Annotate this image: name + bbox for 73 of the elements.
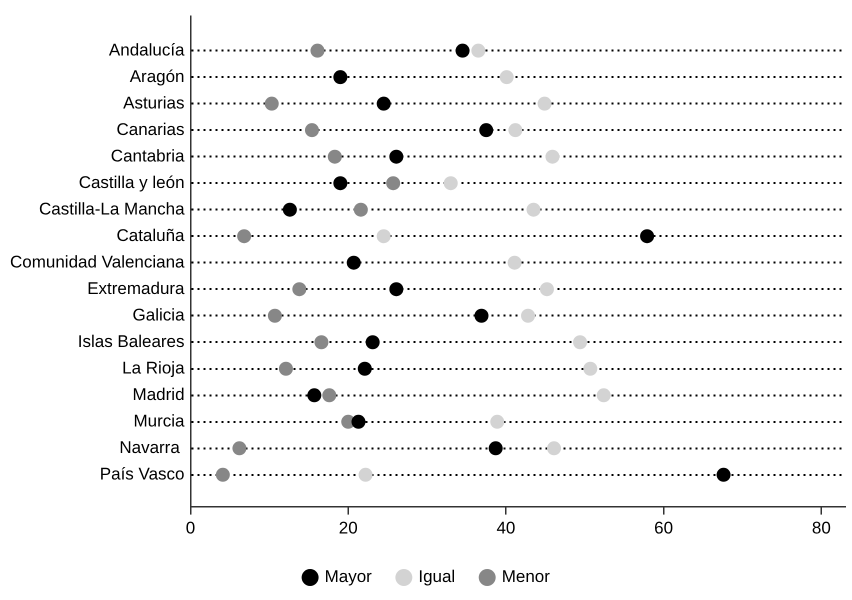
point <box>521 308 536 323</box>
point <box>488 441 503 456</box>
point <box>358 468 373 482</box>
point <box>456 44 470 58</box>
y-tick-label: Castilla-La Mancha <box>39 199 186 218</box>
y-tick-label: Andalucía <box>108 40 186 60</box>
point <box>333 176 348 190</box>
legend-label: Mayor <box>324 567 372 586</box>
y-tick-label: Madrid <box>132 384 185 404</box>
legend-label: Menor <box>502 567 550 586</box>
point <box>322 388 336 402</box>
point <box>508 256 522 270</box>
point <box>538 96 552 111</box>
point <box>583 362 598 376</box>
point <box>545 150 560 164</box>
point <box>508 123 522 138</box>
y-tick-label: Asturias <box>123 93 185 112</box>
point <box>573 335 588 350</box>
point <box>389 150 404 164</box>
point <box>282 202 297 217</box>
y-tick-label: Comunidad Valenciana <box>10 252 186 272</box>
y-tick-label: Canarias <box>116 120 185 139</box>
y-tick-label: Cantabria <box>110 146 186 166</box>
point <box>264 96 279 111</box>
point <box>232 441 246 456</box>
y-tick-label: País Vasco <box>100 464 185 484</box>
point <box>346 256 361 270</box>
point <box>358 362 372 376</box>
y-tick-label: Aragón <box>130 66 185 86</box>
y-tick-label: Cataluña <box>116 226 186 245</box>
y-tick-label: Murcia <box>134 411 186 430</box>
point <box>216 468 230 482</box>
point <box>328 150 342 164</box>
point <box>268 308 282 323</box>
y-tick-label: Galicia <box>132 305 186 324</box>
point <box>237 229 252 244</box>
point <box>547 441 562 456</box>
point <box>307 388 322 402</box>
point <box>333 70 348 84</box>
y-tick-label: Castilla y león <box>78 172 185 192</box>
y-tick-label: Navarra <box>119 438 185 457</box>
x-tick-label: 80 <box>812 518 831 538</box>
point <box>310 44 324 58</box>
legend-label: Igual <box>418 567 456 586</box>
x-tick-label: 60 <box>654 518 674 538</box>
point <box>351 414 366 429</box>
point <box>474 308 488 323</box>
point <box>716 468 731 482</box>
point <box>366 335 380 350</box>
point <box>596 388 611 402</box>
point <box>292 282 306 296</box>
point <box>304 123 319 138</box>
point <box>354 202 368 217</box>
point <box>490 414 504 429</box>
point <box>479 123 494 138</box>
point <box>389 282 404 296</box>
y-tick-label: La Rioja <box>122 358 186 378</box>
x-tick-label: 40 <box>496 518 516 538</box>
point <box>526 202 541 217</box>
point <box>278 362 293 376</box>
point <box>471 44 486 58</box>
x-tick-label: 20 <box>338 518 358 538</box>
y-tick-label: Islas Baleares <box>78 332 185 351</box>
point <box>376 229 391 244</box>
point <box>444 176 458 190</box>
point <box>640 229 654 244</box>
point <box>500 70 514 84</box>
x-tick-label: 0 <box>186 518 196 538</box>
point <box>386 176 400 190</box>
point <box>314 335 328 350</box>
point <box>376 96 391 111</box>
y-tick-label: Extremadura <box>87 278 186 298</box>
point <box>540 282 554 296</box>
